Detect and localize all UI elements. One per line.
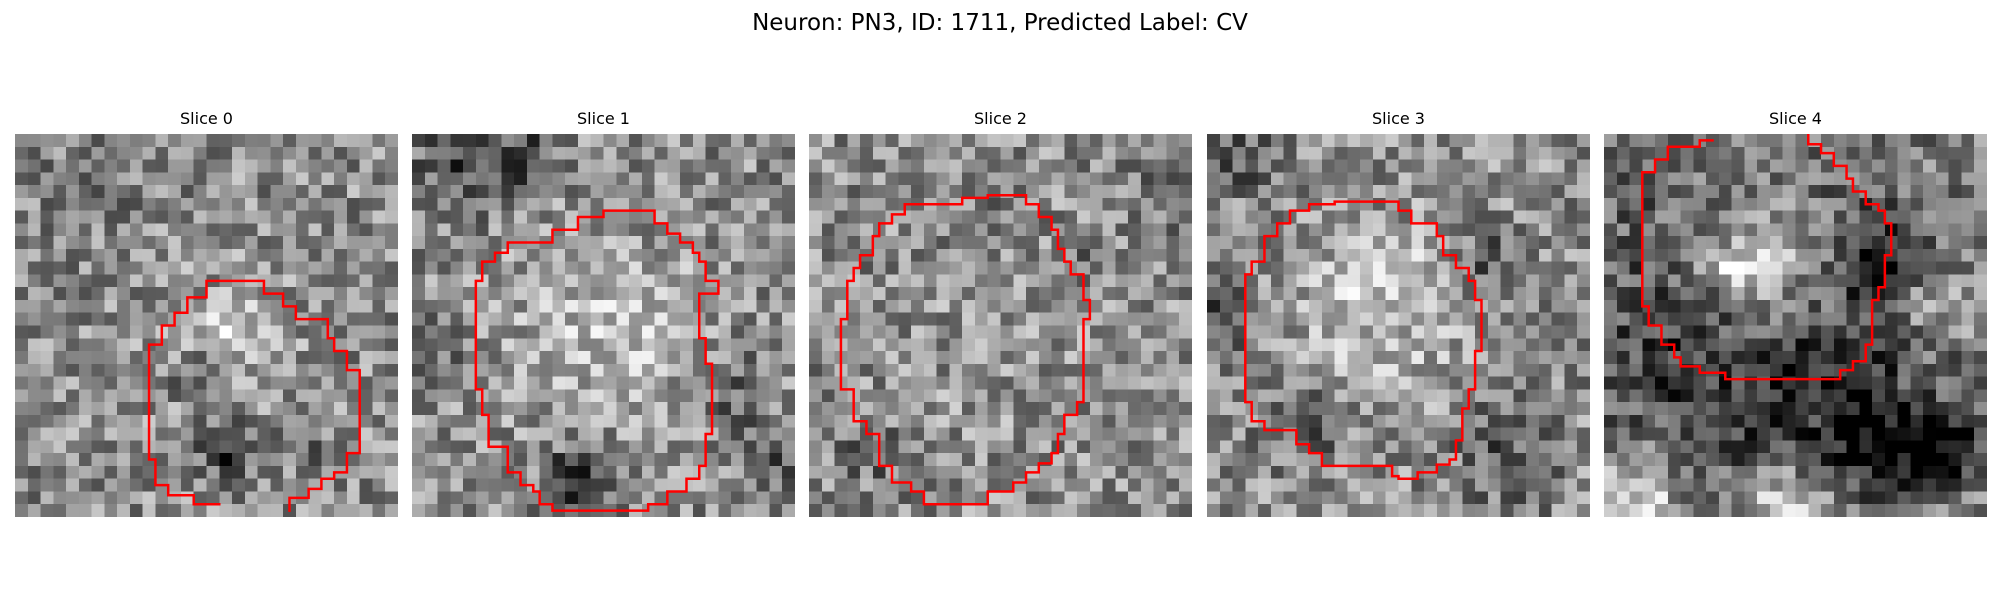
segmentation-contour bbox=[1642, 134, 1891, 379]
slice-image bbox=[1604, 134, 1987, 517]
segmentation-contour bbox=[149, 281, 360, 511]
slice-image bbox=[1207, 134, 1590, 517]
slice-title: Slice 1 bbox=[577, 109, 630, 128]
slice-title: Slice 0 bbox=[180, 109, 233, 128]
contour-overlay bbox=[809, 134, 1192, 517]
slice-image bbox=[15, 134, 398, 517]
contour-overlay bbox=[15, 134, 398, 517]
slice-title: Slice 4 bbox=[1769, 109, 1822, 128]
slice-title: Slice 2 bbox=[974, 109, 1027, 128]
segmentation-contour bbox=[841, 195, 1090, 504]
contour-overlay bbox=[1207, 134, 1590, 517]
segmentation-contour bbox=[1245, 202, 1481, 479]
slice-image bbox=[809, 134, 1192, 517]
segmentation-contour bbox=[476, 211, 719, 511]
figure-title: Neuron: PN3, ID: 1711, Predicted Label: … bbox=[752, 10, 1248, 36]
contour-overlay bbox=[412, 134, 795, 517]
contour-overlay bbox=[1604, 134, 1987, 517]
slice-title: Slice 3 bbox=[1372, 109, 1425, 128]
